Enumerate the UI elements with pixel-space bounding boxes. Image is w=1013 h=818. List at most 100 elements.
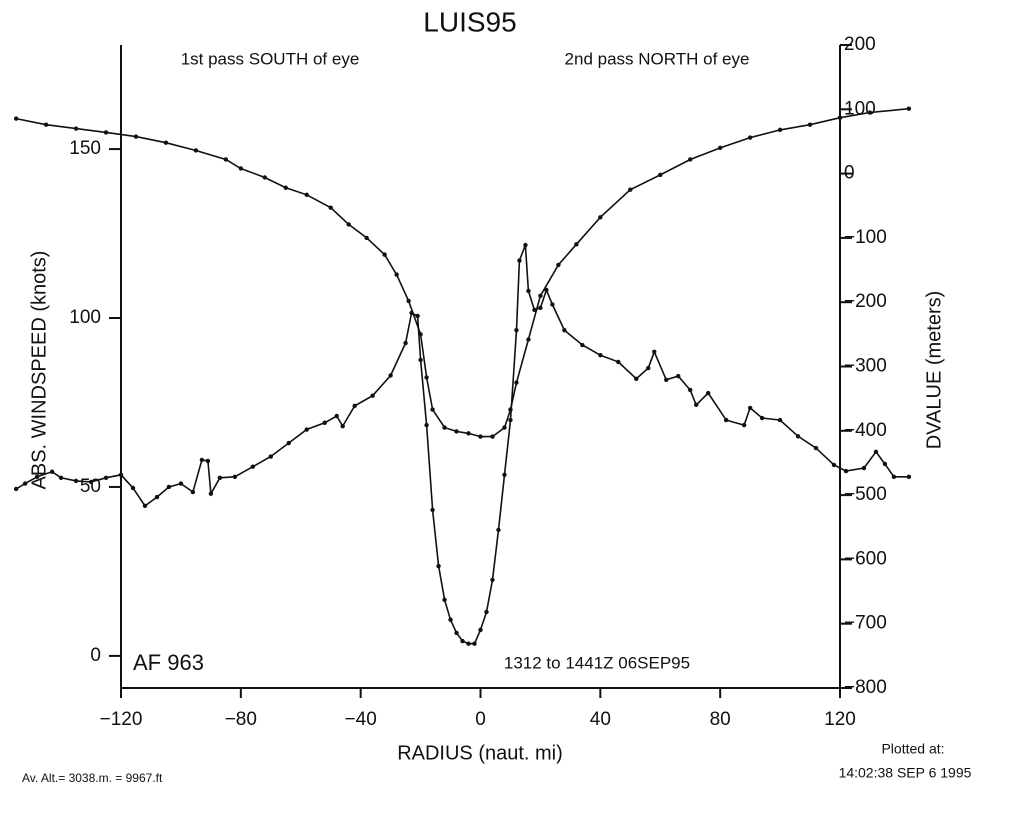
data-point [460,638,465,644]
data-point [514,380,519,385]
data-point [382,252,387,257]
data-point [490,577,495,583]
data-point [403,340,408,346]
data-point [831,462,837,468]
data-point [517,258,522,263]
data-point [777,127,783,133]
data-point [328,205,333,210]
data-point [13,486,19,492]
data-point [49,469,55,474]
data-point [424,422,429,428]
data-point [430,507,435,513]
data-point [178,481,184,486]
data-point [759,415,765,421]
data-point [813,445,819,451]
data-point [418,332,423,337]
data-point [283,185,288,190]
data-point [496,527,501,533]
data-point [142,503,148,509]
data-point [118,472,124,477]
data-point [334,413,339,419]
data-point [268,454,273,459]
data-point [882,461,888,467]
data-point [163,140,169,145]
data-point [199,457,205,463]
data-point [688,157,693,162]
x-tick-label: 40 [590,709,611,730]
data-point [807,122,813,127]
data-point [634,376,639,382]
data-point [616,359,621,365]
x-tick-label: 120 [824,709,856,730]
y2-tick-label: −400 [844,420,887,441]
y-axis-label: ABS. WINDSPEED (knots) [28,251,50,490]
data-point [217,475,223,481]
data-point [415,313,420,319]
data-line [15,244,909,645]
data-point [664,377,669,383]
x-tick-label: −120 [100,709,143,730]
y2-tick-label: 100 [844,98,876,119]
data-point [13,116,19,121]
data-point [705,390,711,396]
data-point [442,425,447,430]
data-point [837,115,843,120]
data-point [103,475,109,481]
annotation: 1312 to 1441Z 06SEP95 [504,653,690,672]
data-point [861,465,867,471]
data-point [741,422,747,428]
annotation: AF 963 [133,650,204,675]
data-point [352,403,357,409]
data-point [562,327,567,333]
data-point [502,425,507,430]
data-point [478,627,483,633]
chart-title: LUIS95 [423,6,516,37]
data-point [526,288,531,294]
data-point [205,458,211,464]
y-tick-label: 50 [80,476,101,497]
data-point [694,402,699,408]
data-point [550,302,555,307]
data-point [394,272,399,277]
data-point [58,475,64,481]
data-point [646,365,651,371]
data-point [250,464,256,469]
data-point [193,148,199,153]
data-point [538,293,543,298]
y2-tick-label: 0 [844,163,855,184]
annotation: 1st pass SOUTH of eye [181,49,360,68]
y2-tick-label: −700 [844,613,887,634]
y2-tick-label: −500 [844,484,887,505]
data-point [906,106,912,111]
annotation: Av. Alt.= 3038.m. = 9967.ft [22,771,163,785]
data-point [406,298,411,304]
data-point [130,485,136,491]
data-point [747,405,753,411]
data-point [208,491,214,496]
y-tick-label: 150 [69,138,101,159]
y-tick-label: 100 [69,307,101,328]
data-point [454,429,459,434]
data-point [906,474,912,480]
data-point [717,145,723,151]
y2-tick-label: −800 [844,677,887,698]
data-point [508,407,513,412]
data-point [526,337,531,342]
y2-tick-label: 200 [844,34,876,55]
data-point [262,175,267,180]
x-tick-label: 80 [710,709,731,730]
data-point [34,474,40,480]
data-point [448,617,453,622]
data-point [346,222,351,227]
data-point [166,484,172,490]
data-point [388,373,393,378]
data-point [232,474,238,480]
annotation: 14:02:38 SEP 6 1995 [839,765,972,781]
data-point [103,130,109,135]
y2-axis-label: DVALUE (meters) [923,291,945,450]
data-point [580,342,585,348]
y-tick-label: 0 [90,645,101,666]
data-line [15,107,909,438]
data-point [364,235,369,241]
